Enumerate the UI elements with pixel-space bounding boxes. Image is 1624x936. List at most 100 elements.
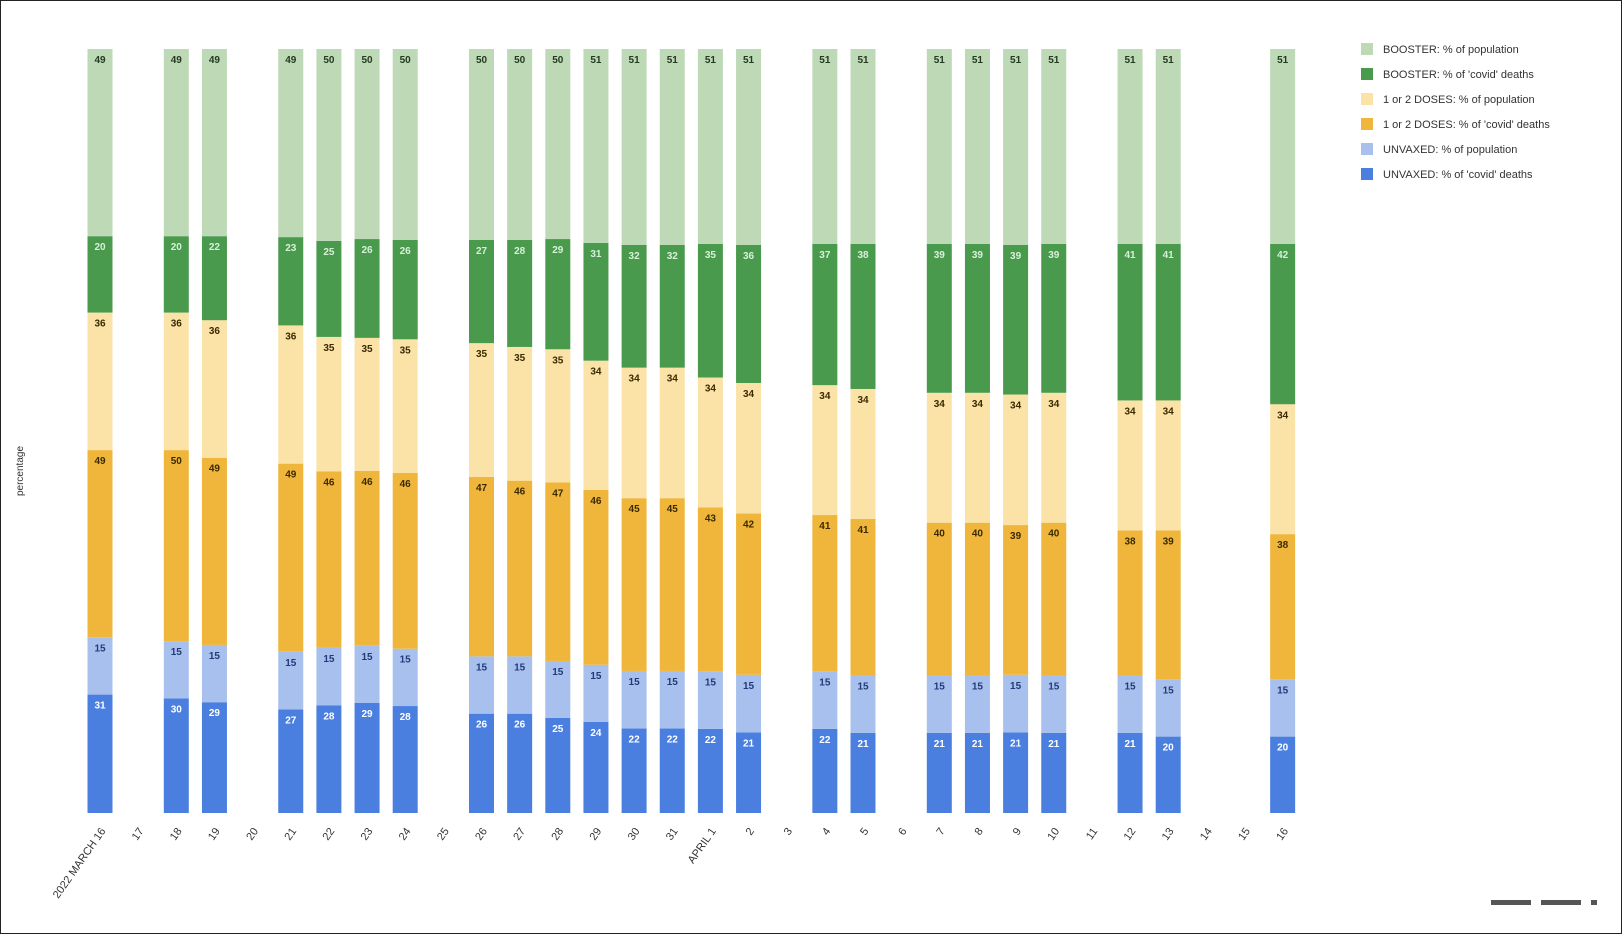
bar-value-label: 36 xyxy=(171,319,183,330)
bar-value-label: 49 xyxy=(171,55,183,66)
bar-value-label: 22 xyxy=(209,242,221,253)
bar-segment xyxy=(163,641,189,699)
bar-segment xyxy=(469,656,494,714)
bar-value-label: 34 xyxy=(629,374,641,385)
bar-value-label: 34 xyxy=(705,384,717,395)
bar-segment xyxy=(278,49,304,238)
bar-segment xyxy=(469,476,494,657)
bar-segment xyxy=(812,671,838,729)
bar-segment xyxy=(1155,400,1181,531)
bar-value-label: 38 xyxy=(857,250,869,261)
bottom-right-marks xyxy=(1491,900,1597,905)
bar-segment xyxy=(392,706,418,813)
bar-segment xyxy=(201,320,227,458)
bar-segment xyxy=(1003,49,1029,245)
bar-value-label: 51 xyxy=(1048,55,1060,66)
bar-value-label: 15 xyxy=(743,681,755,692)
x-tick-label: 13 xyxy=(1160,826,1177,843)
bar-segment xyxy=(850,732,876,813)
x-tick-label: 30 xyxy=(626,826,643,843)
bar-value-label: 15 xyxy=(819,678,831,689)
bar-segment xyxy=(964,522,990,676)
bar-segment xyxy=(697,243,723,378)
bar-segment xyxy=(812,728,838,813)
bar-segment xyxy=(545,349,571,483)
legend-label: 1 or 2 DOSES: % of population xyxy=(1383,94,1535,106)
bar-value-label: 39 xyxy=(1010,531,1022,542)
bar-segment xyxy=(392,648,418,707)
bar-value-label: 51 xyxy=(972,55,984,66)
x-axis-ticks: 2022 MARCH 16 17 18 19 20 21 22 23 24 25 26 27 28 29 3… xyxy=(51,826,1291,901)
bar-segment xyxy=(1270,404,1296,535)
bar-value-label: 39 xyxy=(1163,536,1175,547)
bar-segment xyxy=(736,513,762,675)
legend-swatch xyxy=(1361,68,1373,80)
bar-value-label: 15 xyxy=(94,643,106,654)
bar-segment xyxy=(1041,392,1067,523)
bar-segment xyxy=(812,243,838,386)
x-tick-label: 2 xyxy=(744,826,757,838)
x-tick-label: 25 xyxy=(435,826,452,843)
bar-segment xyxy=(1155,49,1181,244)
bar-segment xyxy=(1155,530,1181,680)
bar-segment xyxy=(1117,400,1143,531)
bar-segment xyxy=(621,49,647,245)
bar-value-label: 51 xyxy=(667,55,679,66)
x-tick-label: 21 xyxy=(282,826,299,843)
bar-value-label: 35 xyxy=(705,250,717,261)
bar-value-label: 46 xyxy=(361,477,373,488)
bar-segment xyxy=(812,515,838,672)
bar-segment xyxy=(1155,736,1181,813)
bar-value-label: 15 xyxy=(1163,685,1175,696)
bar-segment xyxy=(697,728,723,813)
bar-segment xyxy=(1041,243,1067,393)
bar-value-label: 31 xyxy=(94,701,106,712)
bar-segment xyxy=(583,721,609,813)
x-tick-label: 7 xyxy=(934,826,947,838)
bar-value-label: 40 xyxy=(1048,529,1060,540)
bar-segment xyxy=(507,240,533,347)
bar-value-label: 15 xyxy=(323,654,335,665)
bar-value-label: 21 xyxy=(934,739,946,750)
bar-value-label: 50 xyxy=(552,55,564,66)
bar-value-label: 51 xyxy=(590,55,602,66)
bar-segment xyxy=(583,664,609,722)
bar-segment xyxy=(1270,49,1296,244)
x-tick-label: 14 xyxy=(1198,826,1215,843)
bar-segment xyxy=(850,49,876,244)
bar-value-label: 15 xyxy=(629,677,641,688)
bar-value-label: 34 xyxy=(857,395,869,406)
bar-segment xyxy=(850,243,876,389)
bar-value-label: 34 xyxy=(743,389,755,400)
bar-segment xyxy=(469,343,494,477)
bar-segment xyxy=(697,507,723,672)
bar-value-label: 39 xyxy=(1010,251,1022,262)
legend-label: BOOSTER: % of population xyxy=(1383,44,1519,56)
bar-segment xyxy=(812,385,838,516)
bar-segment xyxy=(469,49,494,240)
bar-segment xyxy=(736,732,762,813)
legend-swatch xyxy=(1361,43,1373,55)
bar-segment xyxy=(850,675,876,733)
bar-segment xyxy=(354,470,380,646)
bar-value-label: 34 xyxy=(1163,406,1175,417)
bar-segment xyxy=(545,482,571,661)
bar-value-label: 47 xyxy=(552,488,564,499)
bar-value-label: 21 xyxy=(1048,739,1060,750)
bar-value-label: 36 xyxy=(285,331,297,342)
bar-segment xyxy=(507,480,533,657)
x-tick-label: 11 xyxy=(1084,826,1100,842)
legend-label: UNVAXED: % of population xyxy=(1383,144,1517,156)
bar-value-label: 15 xyxy=(590,671,602,682)
bar-segment xyxy=(201,702,227,813)
bar-segment xyxy=(163,236,189,313)
bar-value-label: 22 xyxy=(629,735,641,746)
bar-segment xyxy=(659,367,685,499)
bar-segment xyxy=(163,450,189,642)
bar-value-label: 49 xyxy=(94,55,106,66)
bar-value-label: 15 xyxy=(667,677,679,688)
bar-value-label: 49 xyxy=(285,470,297,481)
bar-segment xyxy=(316,240,342,337)
x-tick-label: 6 xyxy=(896,826,909,838)
bar-segment xyxy=(659,728,685,813)
